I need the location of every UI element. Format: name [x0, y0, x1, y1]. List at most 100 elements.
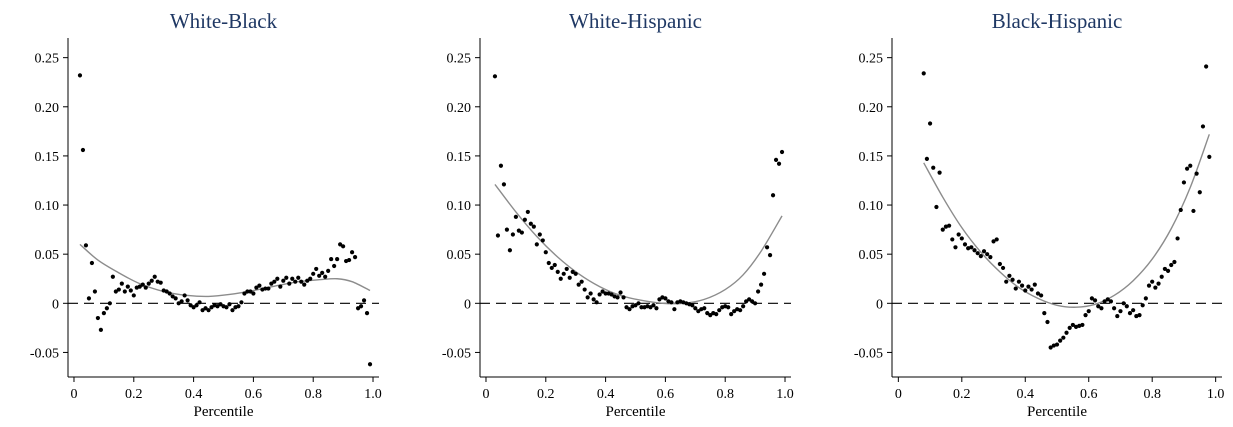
data-point	[86, 296, 92, 301]
data-point	[349, 250, 355, 255]
panel-black-hispanic: Black-Hispanic-0.0500.050.100.150.200.25…	[854, 9, 1225, 420]
data-point	[332, 263, 337, 269]
data-point	[1070, 322, 1075, 328]
data-point	[1099, 306, 1104, 311]
data-point	[1029, 287, 1034, 292]
data-point	[167, 291, 172, 296]
data-point	[978, 254, 983, 259]
data-point	[997, 261, 1002, 267]
y-tick-label: 0	[464, 297, 471, 312]
data-point	[164, 289, 169, 294]
data-point	[107, 301, 112, 306]
y-tick-label: 0.05	[35, 248, 60, 263]
data-point	[1197, 190, 1202, 195]
x-tick-label: 0.2	[537, 387, 555, 402]
data-point	[621, 295, 626, 300]
data-point	[672, 307, 677, 312]
data-point	[305, 278, 310, 283]
data-point	[278, 284, 283, 289]
data-point	[80, 147, 86, 153]
data-point	[1010, 277, 1015, 282]
data-point	[185, 298, 190, 303]
data-point	[1096, 304, 1101, 309]
data-point	[367, 362, 373, 367]
data-point	[218, 302, 223, 307]
y-tick-label: 0	[52, 297, 59, 312]
data-point	[927, 121, 933, 126]
data-point	[110, 274, 115, 279]
data-point	[690, 303, 695, 308]
y-tick-label: 0.15	[447, 150, 472, 165]
data-point	[696, 309, 701, 314]
data-point	[1112, 306, 1117, 311]
x-tick-label: 0.6	[1080, 387, 1098, 402]
data-point	[200, 308, 205, 313]
data-point	[290, 276, 295, 281]
panel-white-hispanic: White-Hispanic-0.0500.050.100.150.200.25…	[442, 9, 794, 420]
data-point	[591, 297, 596, 302]
data-point	[705, 311, 710, 316]
data-point	[516, 228, 521, 233]
data-point	[355, 306, 361, 311]
data-point	[597, 292, 602, 297]
data-point	[1115, 313, 1120, 319]
data-point	[495, 233, 501, 238]
x-tick-label: 0.8	[716, 387, 734, 402]
data-point	[492, 74, 498, 79]
data-point	[764, 245, 770, 250]
data-point	[756, 289, 761, 294]
data-point	[95, 315, 101, 321]
data-point	[549, 265, 554, 271]
data-point	[940, 227, 945, 232]
data-point	[364, 311, 370, 316]
data-point	[320, 270, 325, 275]
data-point	[1051, 343, 1056, 348]
y-tick-label: -0.05	[442, 346, 471, 361]
data-point	[352, 255, 358, 260]
data-point	[953, 245, 958, 250]
data-point	[1092, 298, 1098, 303]
data-point	[1127, 311, 1133, 316]
data-point	[341, 244, 346, 249]
data-point	[504, 227, 510, 232]
data-point	[176, 301, 181, 306]
data-point	[131, 293, 136, 298]
data-point	[1146, 283, 1152, 288]
data-point	[1083, 312, 1088, 318]
y-tick-label: -0.05	[854, 346, 883, 361]
data-point	[537, 232, 542, 237]
data-point	[934, 204, 939, 210]
data-point	[1156, 281, 1161, 286]
data-point	[1162, 266, 1167, 272]
y-tick-label: 0.25	[859, 52, 884, 67]
data-point	[582, 287, 587, 292]
data-point	[158, 280, 163, 285]
data-point	[931, 165, 936, 170]
data-point	[1159, 274, 1164, 279]
x-tick-label: 0.8	[304, 387, 322, 402]
data-point	[991, 239, 996, 244]
data-point	[921, 71, 926, 76]
data-point	[1175, 236, 1180, 241]
data-point	[230, 308, 235, 313]
x-tick-label: 0	[895, 387, 902, 402]
data-point	[603, 291, 608, 296]
data-point	[528, 221, 533, 226]
data-point	[194, 303, 199, 308]
data-point	[639, 305, 644, 310]
data-point	[636, 301, 641, 306]
data-point	[1035, 291, 1041, 296]
data-point	[182, 293, 187, 298]
x-tick-label: 0.4	[597, 387, 615, 402]
x-tick-label: 0.2	[125, 387, 143, 402]
data-point	[302, 282, 307, 287]
data-point	[209, 305, 214, 310]
data-point	[224, 305, 229, 310]
data-point	[761, 271, 767, 276]
data-point	[1039, 293, 1044, 298]
data-point	[726, 305, 731, 310]
data-point	[92, 289, 98, 294]
data-point	[758, 282, 764, 287]
fitted-curve	[79, 243, 371, 298]
